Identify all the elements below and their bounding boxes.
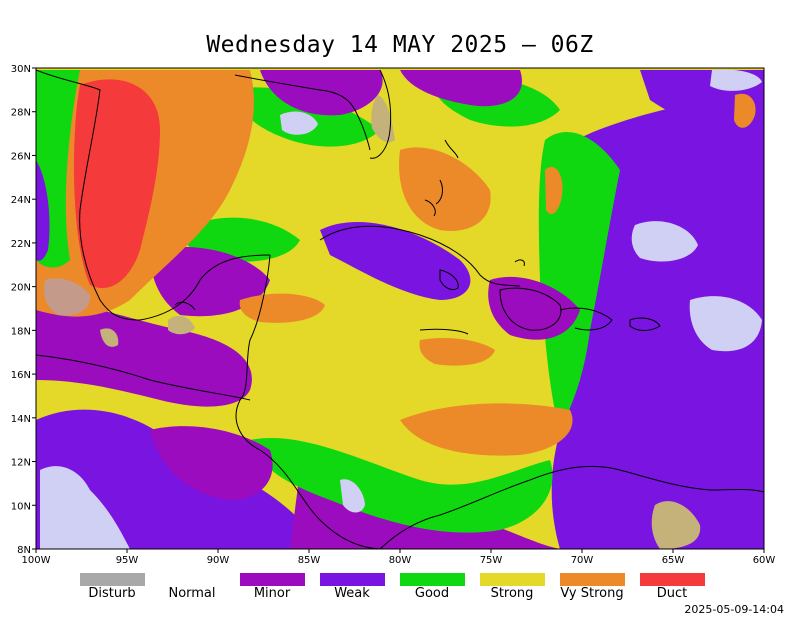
region-minor-north	[260, 70, 383, 116]
region-vystrong-caribbean	[400, 403, 573, 456]
region-minor-ne	[400, 70, 522, 107]
region-weak-gulf-edge	[36, 160, 50, 261]
lon-label: 90W	[207, 555, 230, 566]
coastlines	[36, 69, 764, 549]
lat-label: 12N	[11, 458, 31, 469]
lat-label: 28N	[11, 108, 31, 119]
lon-label: 85W	[298, 555, 321, 566]
region-normal-east2	[631, 221, 698, 262]
region-normal-south	[340, 479, 365, 513]
region-vystrong-center	[239, 293, 325, 323]
legend-swatch	[240, 573, 305, 586]
lat-label: 18N	[11, 326, 31, 337]
region-disturb-florida	[371, 95, 395, 143]
lon-label: 75W	[480, 555, 503, 566]
legend-label: Vy Strong	[560, 586, 624, 601]
lon-label: 70W	[571, 555, 594, 566]
region-disturb-venezuela	[651, 501, 701, 549]
legend-swatch	[480, 573, 545, 586]
lat-label: 16N	[11, 370, 31, 381]
region-minor-yucatan	[150, 246, 270, 317]
lat-label: 14N	[11, 414, 31, 425]
region-duct-gulf	[73, 79, 160, 289]
legend-swatch	[640, 573, 705, 586]
region-disturb-guat	[168, 315, 195, 335]
lon-label: 60W	[753, 555, 776, 566]
legend-label: Good	[414, 586, 450, 601]
map-title: Wednesday 14 MAY 2025 – 06Z	[206, 32, 594, 58]
map-field	[36, 68, 764, 549]
legend-swatch	[560, 573, 625, 586]
region-minor-west	[36, 300, 252, 407]
region-vystrong-ne	[734, 93, 756, 128]
region-normal-sw	[40, 466, 130, 549]
region-good-south	[250, 438, 553, 533]
region-vystrong-east	[545, 166, 563, 215]
region-normal-north	[280, 111, 318, 135]
lat-label: 24N	[11, 195, 31, 206]
region-vystrong-bahamas	[399, 147, 491, 231]
lat-label: 10N	[11, 501, 31, 512]
region-normal-east	[689, 296, 762, 352]
lat-label: 22N	[11, 239, 31, 250]
lat-label: 30N	[11, 64, 31, 75]
legend-swatch	[320, 573, 385, 586]
region-disturb-belize	[100, 328, 119, 347]
region-minor-central-am	[150, 426, 273, 500]
region-disturb-mexico	[44, 278, 91, 316]
region-normal-ne	[710, 69, 762, 91]
lat-label: 20N	[11, 283, 31, 294]
lat-label: 26N	[11, 151, 31, 162]
timestamp: 2025-05-09-14:04	[684, 603, 784, 616]
lat-axis: 30N 28N 26N 24N 22N 20N 18N 16N 14N 12N 10N 8N	[11, 64, 36, 556]
legend-label: Disturb	[88, 586, 136, 601]
lon-label: 80W	[389, 555, 412, 566]
legend-label: Normal	[168, 586, 216, 601]
region-minor-hispaniola	[488, 276, 580, 340]
lat-label: 8N	[17, 545, 31, 556]
lon-label: 100W	[22, 555, 51, 566]
legend-label: Strong	[490, 586, 534, 601]
region-good-east	[538, 131, 620, 430]
legend-swatch	[80, 573, 145, 586]
lon-axis: 100W 95W 90W 85W 80W 75W 70W 65W 60W	[22, 549, 776, 566]
legend-label: Duct	[656, 586, 688, 601]
legend-label: Weak	[334, 586, 370, 601]
legend-swatch	[400, 573, 465, 586]
lon-label: 65W	[662, 555, 685, 566]
lon-label: 95W	[116, 555, 139, 566]
region-vystrong-central	[419, 338, 495, 366]
region-weak-cuba	[320, 221, 471, 300]
legend-label: Minor	[253, 586, 291, 601]
